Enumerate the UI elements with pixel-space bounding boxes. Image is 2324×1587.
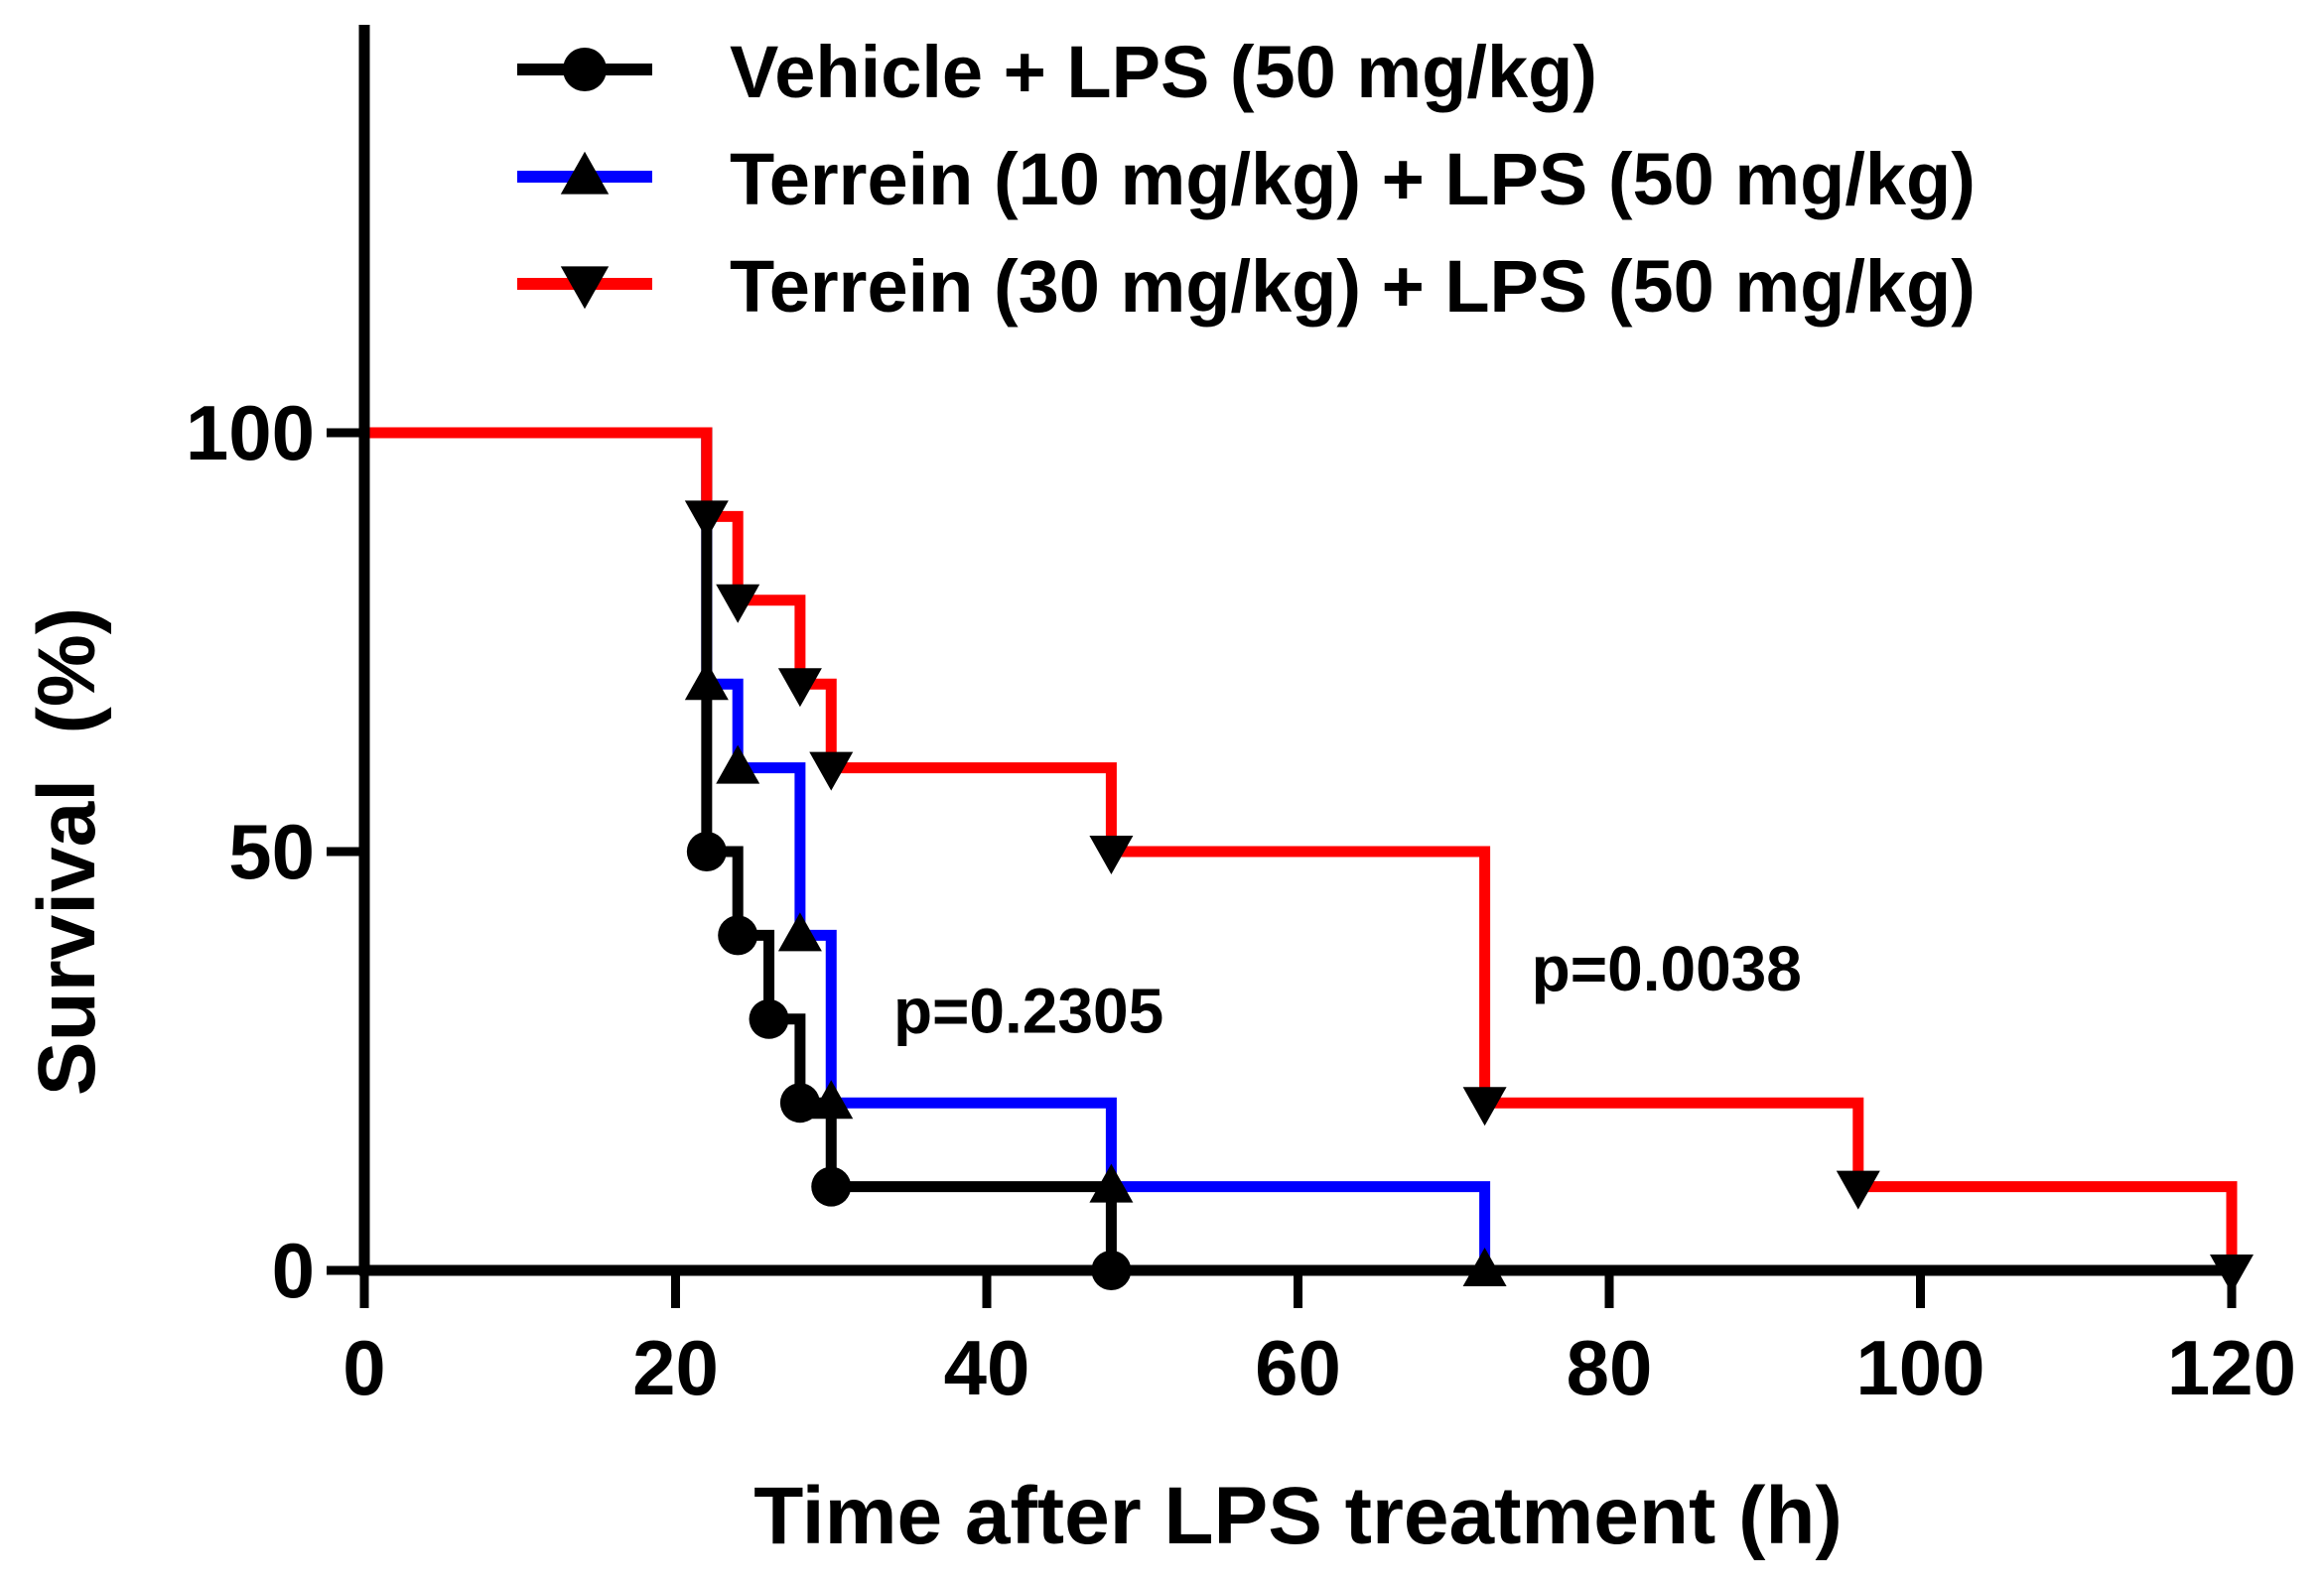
y-axis-title: Survival (%) [22,607,112,1096]
data-point-terrein-30-mg-kg-lps-50-mg-kg-72h [1462,1087,1507,1126]
data-point-terrein-30-mg-kg-lps-50-mg-kg-48h [1089,836,1134,874]
x-tick-label-0: 0 [342,1324,385,1411]
data-point-vehicle-lps-50-mg-kg-22h [686,832,727,871]
y-tick-label-50: 50 [228,808,315,895]
legend-item-terrein-10-mg-kg-lps-50-mg-kg: Terrein (10 mg/kg) + LPS (50 mg/kg) [517,138,1976,220]
legend-label-vehicle-lps-50-mg-kg: Vehicle + LPS (50 mg/kg) [730,31,1597,113]
data-point-terrein-30-mg-kg-lps-50-mg-kg-22h [684,500,729,540]
data-point-terrein-10-mg-kg-lps-50-mg-kg-30h [809,1080,854,1120]
y-tick-label-0: 0 [272,1227,315,1314]
legend-marker-terrein-30-mg-kg-lps-50-mg-kg [560,266,610,310]
x-tick-label-20: 20 [632,1324,719,1411]
legend-item-vehicle-lps-50-mg-kg: Vehicle + LPS (50 mg/kg) [517,31,1597,113]
data-point-terrein-30-mg-kg-lps-50-mg-kg-28h [777,668,822,708]
data-point-terrein-10-mg-kg-lps-50-mg-kg-72h [1462,1248,1507,1286]
series-layer [364,427,2238,1270]
markers-layer [684,500,2254,1293]
legend: Vehicle + LPS (50 mg/kg) Terrein (10 mg/k… [517,31,1976,328]
labels-layer: Time after LPS treatment (h) Survival (%… [22,607,1843,1561]
x-tick-label-60: 60 [1255,1324,1341,1411]
data-point-terrein-10-mg-kg-lps-50-mg-kg-24h [716,744,760,784]
series-line-terrein-30-mg-kg-lps-50-mg-kg [364,427,2238,1270]
legend-label-terrein-10-mg-kg-lps-50-mg-kg: Terrein (10 mg/kg) + LPS (50 mg/kg) [730,138,1976,220]
data-point-vehicle-lps-50-mg-kg-48h [1091,1251,1132,1290]
data-point-vehicle-lps-50-mg-kg-26h [749,998,789,1039]
data-point-terrein-30-mg-kg-lps-50-mg-kg-96h [1836,1170,1880,1210]
ticks-layer: 0 20 40 60 80 100 120 0 50 100 [186,389,2296,1411]
x-tick-label-40: 40 [944,1324,1030,1411]
p-value-annotation-vehicle-vs-30: p=0.0038 [1532,933,1802,1004]
legend-marker-terrein-10-mg-kg-lps-50-mg-kg [560,151,610,195]
y-tick-label-100: 100 [186,389,315,476]
legend-item-terrein-30-mg-kg-lps-50-mg-kg: Terrein (30 mg/kg) + LPS (50 mg/kg) [517,245,1976,328]
data-point-terrein-10-mg-kg-lps-50-mg-kg-22h [684,661,729,701]
data-point-vehicle-lps-50-mg-kg-28h [779,1083,820,1124]
data-point-vehicle-lps-50-mg-kg-24h [718,915,758,956]
data-point-terrein-30-mg-kg-lps-50-mg-kg-24h [716,584,760,623]
p-value-annotation-vehicle-vs-10: p=0.2305 [893,975,1163,1046]
legend-marker-vehicle-lps-50-mg-kg [563,48,607,91]
data-point-terrein-10-mg-kg-lps-50-mg-kg-48h [1089,1163,1134,1203]
data-point-terrein-10-mg-kg-lps-50-mg-kg-28h [777,912,822,952]
data-point-terrein-30-mg-kg-lps-50-mg-kg-30h [809,751,854,791]
data-point-vehicle-lps-50-mg-kg-30h [811,1166,852,1207]
legend-label-terrein-30-mg-kg-lps-50-mg-kg: Terrein (30 mg/kg) + LPS (50 mg/kg) [730,245,1976,328]
x-axis-title: Time after LPS treatment (h) [753,1471,1843,1561]
x-tick-label-120: 120 [2167,1324,2296,1411]
x-tick-label-80: 80 [1567,1324,1653,1411]
x-tick-label-100: 100 [1855,1324,1984,1411]
